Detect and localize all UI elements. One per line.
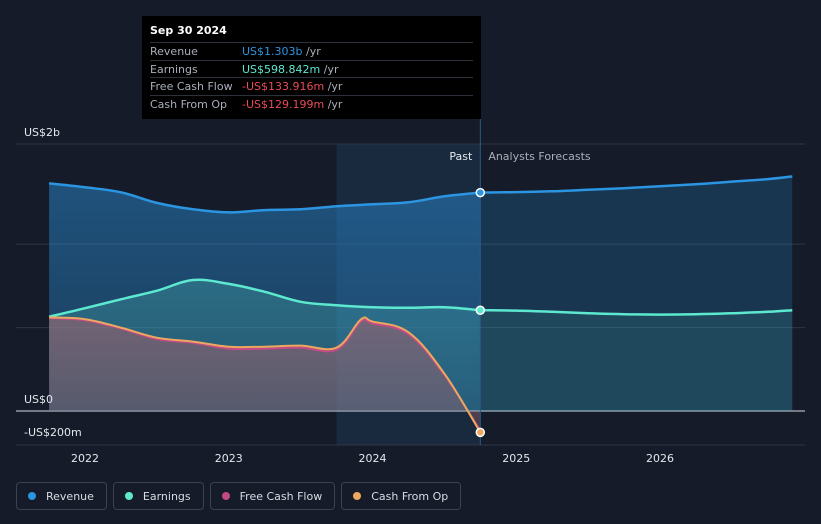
tooltip-unit: /yr [302,45,321,58]
legend-dot-icon [124,492,133,500]
past-label: Past [449,150,473,163]
tooltip-unit: /yr [320,62,339,76]
forecast-label: Analysts Forecasts [488,150,591,163]
tooltip-amount: -US$129.199m [242,97,325,111]
y-axis-label: -US$200m [24,426,82,439]
tooltip-value: US$1.303b /yr [242,43,321,60]
tooltip-amount: US$598.842m [242,62,321,76]
tooltip-unit: /yr [324,97,343,111]
revenue-forecast-area [480,176,793,411]
y-axis-label: US$0 [24,393,53,406]
tooltip-label: Earnings [150,62,198,76]
y-axis-label: US$2b [24,126,60,139]
x-tick-label: 2026 [646,452,674,465]
legend-label: Earnings [142,489,191,503]
revenue-marker [475,187,486,198]
revenue-line [48,182,481,214]
earnings-forecast-line [480,308,793,316]
earnings-marker [475,305,486,315]
legend-label: Free Cash Flow [239,489,323,503]
tooltip-unit: /yr [324,80,343,93]
tooltip-amount: -US$133.916m [242,80,325,93]
earnings-line [48,278,481,318]
revenue-forecast-line [480,175,793,194]
tooltip-value: -US$133.916m /yr [242,78,342,95]
legend-item-cash-from-op[interactable]: Cash From Op [341,482,462,510]
tooltip-amount: US$1.303b [242,45,303,58]
tooltip-date: Sep 30 2024 [150,24,227,37]
tooltip-label: Cash From Op [150,97,228,111]
legend-dot-icon [353,492,362,500]
legend-item-revenue[interactable]: Revenue [16,482,107,510]
tooltip-value: US$598.842m /yr [242,61,339,78]
tooltip-label: Revenue [150,45,198,58]
x-tick-label: 2025 [502,452,530,465]
legend-item-free-cash-flow[interactable]: Free Cash Flow [209,482,336,510]
cash-from-op-area [49,317,481,433]
x-tick-label: 2022 [71,452,99,465]
tooltip-value: -US$129.199m /yr [242,96,342,113]
x-tick-label: 2023 [215,452,243,465]
tooltip-row-free-cash-flow: Free Cash Flow -US$133.916m /yr [150,77,473,95]
legend-item-earnings[interactable]: Earnings [112,482,204,510]
legend-dot-icon [221,492,230,500]
tooltip-row-cash-from-op: Cash From Op -US$129.199m /yr [150,94,473,113]
tooltip: Sep 30 2024 Revenue US$1.303b /yr Earnin… [142,16,481,119]
cash-from-op-marker [475,427,486,438]
earnings-forecast-area [480,310,793,411]
x-tick-label: 2024 [359,452,387,465]
tooltip-row-revenue: Revenue US$1.303b /yr [150,42,473,60]
legend-label: Revenue [46,489,94,503]
legend: Revenue Earnings Free Cash Flow Cash Fro… [16,482,462,512]
cash-from-op-line [49,316,482,433]
tooltip-label: Free Cash Flow [150,80,233,93]
tooltip-row-earnings: Earnings US$598.842m /yr [150,59,473,78]
legend-label: Cash From Op [371,489,449,503]
legend-dot-icon [28,492,36,500]
